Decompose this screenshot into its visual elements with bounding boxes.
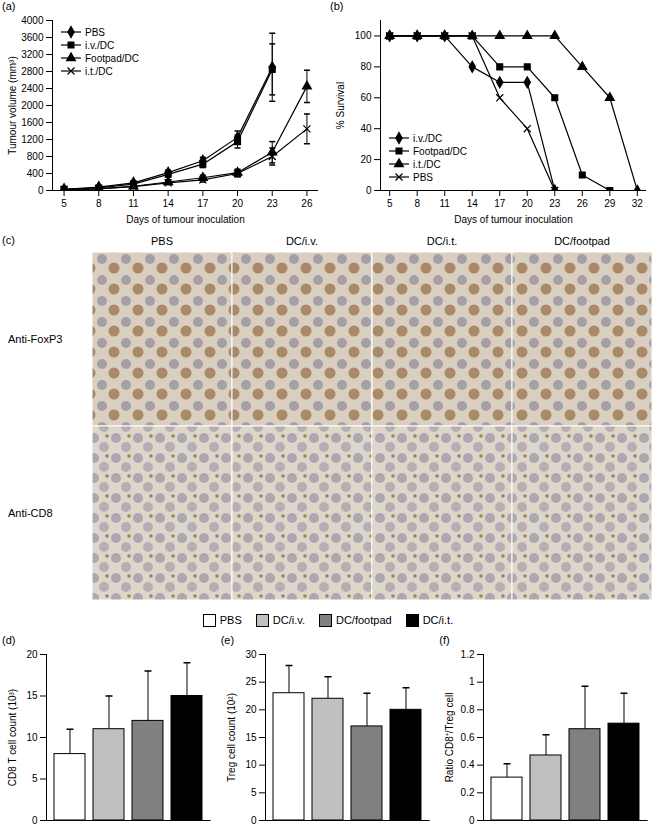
svg-text:% Survival: % Survival (335, 82, 346, 129)
svg-text:Footpad/DC: Footpad/DC (85, 53, 139, 64)
svg-text:8: 8 (414, 198, 420, 209)
html-text:(a): (a) (2, 0, 16, 12)
svg-text:Treg cell count (10²): Treg cell count (10²) (225, 693, 236, 782)
html-text:(f): (f) (439, 634, 450, 646)
svg-text:8: 8 (96, 198, 102, 209)
svg-text:400: 400 (27, 168, 44, 179)
svg-text:2400: 2400 (21, 83, 44, 94)
svg-text:Anti-FoxP3: Anti-FoxP3 (8, 333, 62, 345)
svg-text:Days of tumour inoculation: Days of tumour inoculation (454, 214, 572, 225)
svg-text:23: 23 (267, 198, 279, 209)
svg-text:5: 5 (61, 198, 67, 209)
svg-text:3200: 3200 (21, 49, 44, 60)
svg-text:100: 100 (355, 30, 372, 41)
svg-text:0: 0 (38, 185, 44, 196)
svg-text:29: 29 (604, 198, 616, 209)
svg-text:11: 11 (128, 198, 139, 209)
svg-text:60: 60 (360, 92, 372, 103)
svg-text:i.t./DC: i.t./DC (413, 159, 441, 170)
svg-text:0.2: 0.2 (461, 787, 475, 798)
html-text:(e): (e) (220, 634, 235, 646)
svg-text:14: 14 (467, 198, 479, 209)
svg-text:40: 40 (360, 123, 372, 134)
svg-text:26: 26 (301, 198, 313, 209)
svg-text:4000: 4000 (21, 15, 44, 26)
svg-text:0: 0 (366, 185, 372, 196)
html-text:DC/footpad: DC/footpad (336, 614, 392, 626)
svg-text:10: 10 (26, 732, 38, 743)
svg-text:PBS: PBS (151, 235, 173, 247)
svg-text:PBS: PBS (85, 27, 105, 38)
svg-text:2800: 2800 (21, 66, 44, 77)
svg-text:14: 14 (163, 198, 175, 209)
svg-text:10: 10 (245, 759, 257, 770)
svg-text:800: 800 (27, 151, 44, 162)
svg-text:23: 23 (549, 198, 561, 209)
svg-text:20: 20 (245, 704, 257, 715)
svg-text:5: 5 (251, 787, 257, 798)
svg-text:Footpad/DC: Footpad/DC (413, 146, 467, 157)
svg-text:i.t./DC: i.t./DC (85, 66, 113, 77)
svg-text:20: 20 (360, 154, 372, 165)
html-text:(b): (b) (330, 0, 344, 12)
svg-text:80: 80 (360, 61, 372, 72)
svg-text:Tumour volume (mm³): Tumour volume (mm³) (7, 56, 18, 155)
svg-text:0.6: 0.6 (461, 732, 475, 743)
svg-text:20: 20 (232, 198, 244, 209)
svg-text:30: 30 (245, 649, 257, 660)
html-text:PBS: PBS (219, 614, 242, 626)
svg-text:5: 5 (32, 773, 38, 784)
svg-text:Ratio CD8⁺/Treg cell: Ratio CD8⁺/Treg cell (444, 693, 455, 783)
svg-text:1.2: 1.2 (461, 649, 475, 660)
svg-text:1600: 1600 (21, 117, 44, 128)
svg-text:20: 20 (522, 198, 534, 209)
svg-text:0.8: 0.8 (461, 704, 475, 715)
svg-text:15: 15 (26, 690, 38, 701)
svg-text:11: 11 (440, 198, 451, 209)
svg-text:2000: 2000 (21, 100, 44, 111)
svg-text:20: 20 (26, 649, 38, 660)
html-text:(d): (d) (2, 634, 16, 646)
svg-text:3600: 3600 (21, 32, 44, 43)
svg-text:Days of tumour inoculation: Days of tumour inoculation (126, 214, 244, 225)
svg-text:Anti-CD8: Anti-CD8 (8, 507, 53, 519)
svg-text:PBS: PBS (413, 172, 433, 183)
svg-text:17: 17 (197, 198, 209, 209)
html-text:DC/i.v.: DC/i.v. (272, 614, 305, 626)
svg-text:0: 0 (32, 815, 38, 826)
svg-text:0: 0 (469, 815, 475, 826)
svg-text:i.v./DC: i.v./DC (85, 40, 114, 51)
svg-text:17: 17 (494, 198, 506, 209)
svg-text:DC/footpad: DC/footpad (554, 235, 610, 247)
svg-text:32: 32 (632, 198, 644, 209)
svg-text:i.v./DC: i.v./DC (413, 133, 442, 144)
svg-text:5: 5 (387, 198, 393, 209)
svg-text:0.4: 0.4 (461, 759, 475, 770)
svg-text:1200: 1200 (21, 134, 44, 145)
svg-text:25: 25 (245, 676, 257, 687)
html-text:(c): (c) (2, 234, 15, 246)
svg-text:CD8 T cell count (10³): CD8 T cell count (10³) (7, 689, 18, 786)
svg-text:1: 1 (469, 676, 475, 687)
svg-text:26: 26 (577, 198, 589, 209)
html-text:DC/i.t.: DC/i.t. (422, 614, 454, 626)
svg-text:DC/i.t.: DC/i.t. (427, 235, 458, 247)
svg-text:0: 0 (251, 815, 257, 826)
svg-text:DC/i.v.: DC/i.v. (286, 235, 318, 247)
svg-text:15: 15 (245, 732, 257, 743)
